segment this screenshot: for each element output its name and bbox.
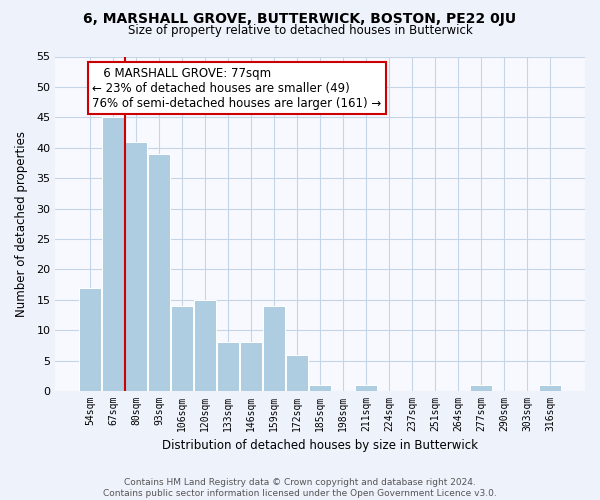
Bar <box>263 306 285 391</box>
Y-axis label: Number of detached properties: Number of detached properties <box>15 131 28 317</box>
Bar <box>309 385 331 391</box>
Bar <box>240 342 262 391</box>
Text: 6 MARSHALL GROVE: 77sqm
← 23% of detached houses are smaller (49)
76% of semi-de: 6 MARSHALL GROVE: 77sqm ← 23% of detache… <box>92 66 382 110</box>
Bar <box>217 342 239 391</box>
Text: Size of property relative to detached houses in Butterwick: Size of property relative to detached ho… <box>128 24 472 37</box>
Bar <box>125 142 147 391</box>
Bar <box>194 300 216 391</box>
Bar <box>355 385 377 391</box>
Bar <box>148 154 170 391</box>
Text: 6, MARSHALL GROVE, BUTTERWICK, BOSTON, PE22 0JU: 6, MARSHALL GROVE, BUTTERWICK, BOSTON, P… <box>83 12 517 26</box>
Bar <box>539 385 561 391</box>
Bar <box>286 354 308 391</box>
Text: Contains HM Land Registry data © Crown copyright and database right 2024.
Contai: Contains HM Land Registry data © Crown c… <box>103 478 497 498</box>
Bar <box>470 385 492 391</box>
Bar <box>103 118 124 391</box>
X-axis label: Distribution of detached houses by size in Butterwick: Distribution of detached houses by size … <box>162 440 478 452</box>
Bar <box>172 306 193 391</box>
Bar <box>79 288 101 391</box>
